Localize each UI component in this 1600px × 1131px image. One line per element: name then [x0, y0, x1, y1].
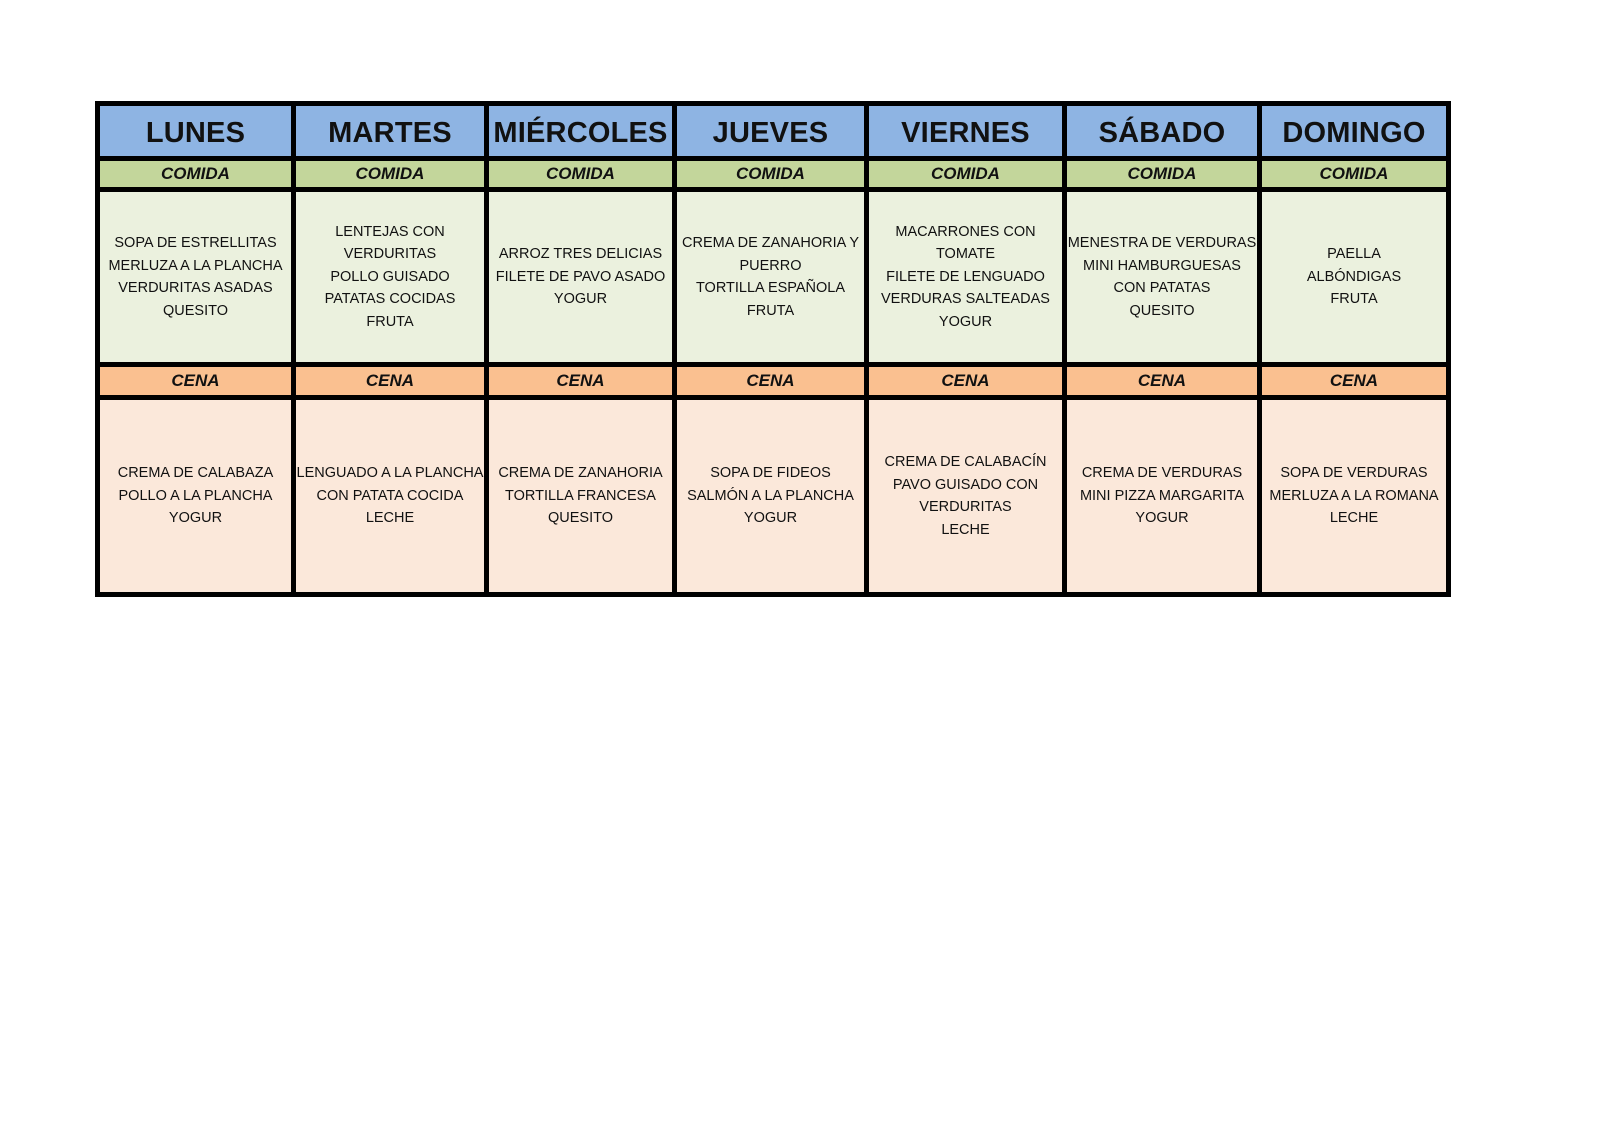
dish: FILETE DE LENGUADO	[886, 268, 1045, 285]
dish: YOGUR	[1135, 510, 1189, 527]
comida-label: COMIDA	[1257, 156, 1451, 192]
dish: CREMA DE CALABAZA	[117, 465, 274, 482]
dish: YOGUR	[168, 510, 223, 527]
comida-cell: MACARRONES CON TOMATE FILETE DE LENGUADO…	[864, 187, 1067, 367]
dish: MERLUZA A LA ROMANA	[1269, 487, 1439, 504]
dish: FRUTA	[746, 302, 795, 319]
day-header: LUNES	[95, 101, 296, 161]
cena-cell: CREMA DE VERDURAS MINI PIZZA MARGARITA Y…	[1062, 395, 1262, 597]
dish: MINI HAMBURGUESAS	[1083, 257, 1241, 274]
day-header-row: LUNES MARTES MIÉRCOLES JUEVES VIERNES SÁ…	[95, 101, 1451, 161]
cena-dishes-row: CREMA DE CALABAZA POLLO A LA PLANCHA YOG…	[95, 395, 1451, 597]
dish: MENESTRA DE VERDURAS	[1067, 235, 1257, 251]
dish: SOPA DE VERDURAS	[1280, 465, 1428, 482]
dish: YOGUR	[553, 291, 608, 308]
dish: QUESITO	[163, 302, 228, 319]
dish: LECHE	[365, 510, 415, 527]
dish: QUESITO	[1129, 302, 1195, 319]
cena-label: CENA	[864, 362, 1067, 400]
day-header: MARTES	[291, 101, 489, 161]
dish: MERLUZA A LA PLANCHA	[108, 257, 283, 274]
comida-label: COMIDA	[484, 156, 677, 192]
dish: CON PATATAS	[1113, 280, 1211, 296]
cena-cell: CREMA DE ZANAHORIA TORTILLA FRANCESA QUE…	[484, 395, 677, 597]
cena-label: CENA	[672, 362, 869, 400]
comida-cell: MENESTRA DE VERDURAS MINI HAMBURGUESAS C…	[1062, 187, 1262, 367]
dish: LENTEJAS CON	[335, 223, 445, 240]
dish: CON PATATA COCIDA	[316, 487, 464, 504]
dish: FRUTA	[366, 313, 414, 330]
dish: MINI PIZZA MARGARITA	[1079, 487, 1245, 504]
comida-cell: LENTEJAS CON VERDURITAS POLLO GUISADO PA…	[291, 187, 489, 367]
dish: ARROZ TRES DELICIAS	[498, 246, 663, 263]
dish: LECHE	[941, 521, 990, 538]
dish: MACARRONES CON	[895, 223, 1036, 240]
comida-label-row: COMIDA COMIDA COMIDA COMIDA COMIDA COMID…	[95, 156, 1451, 192]
cena-cell: LENGUADO A LA PLANCHA CON PATATA COCIDA …	[291, 395, 489, 597]
day-header: MIÉRCOLES	[484, 101, 677, 161]
dish: PUERRO	[739, 257, 802, 274]
day-header: JUEVES	[672, 101, 869, 161]
dish: YOGUR	[743, 510, 798, 527]
dish: POLLO A LA PLANCHA	[118, 487, 273, 504]
day-header: SÁBADO	[1062, 101, 1262, 161]
cena-label-row: CENA CENA CENA CENA CENA CENA CENA	[95, 362, 1451, 400]
day-header: DOMINGO	[1257, 101, 1451, 161]
dish: PATATAS COCIDAS	[324, 291, 456, 308]
dish: ALBÓNDIGAS	[1306, 268, 1402, 285]
comida-cell: CREMA DE ZANAHORIA Y PUERRO TORTILLA ESP…	[672, 187, 869, 367]
dish: TORTILLA FRANCESA	[505, 487, 656, 504]
dish: SALMÓN A LA PLANCHA	[687, 487, 854, 504]
dish: CREMA DE VERDURAS	[1081, 465, 1243, 482]
dish: TOMATE	[935, 246, 996, 263]
cena-cell: CREMA DE CALABACÍN PAVO GUISADO CON VERD…	[864, 395, 1067, 597]
comida-label: COMIDA	[1062, 156, 1262, 192]
dish: POLLO GUISADO	[330, 268, 450, 285]
dish: QUESITO	[548, 510, 613, 527]
comida-label: COMIDA	[291, 156, 489, 192]
day-header: VIERNES	[864, 101, 1067, 161]
dish: TORTILLA ESPAÑOLA	[695, 280, 846, 296]
cena-label: CENA	[95, 362, 296, 400]
comida-label: COMIDA	[864, 156, 1067, 192]
comida-cell: PAELLA ALBÓNDIGAS FRUTA	[1257, 187, 1451, 367]
dish: VERDURAS SALTEADAS	[881, 291, 1050, 308]
cena-label: CENA	[291, 362, 489, 400]
weekly-menu-table: LUNES MARTES MIÉRCOLES JUEVES VIERNES SÁ…	[95, 101, 1451, 597]
dish: PAVO GUISADO CON	[892, 476, 1039, 493]
dish: YOGUR	[938, 313, 993, 330]
cena-label: CENA	[484, 362, 677, 400]
comida-label: COMIDA	[672, 156, 869, 192]
dish: CREMA DE CALABACÍN	[884, 454, 1047, 470]
dish: LECHE	[1329, 510, 1379, 527]
dish: CREMA DE ZANAHORIA	[498, 465, 663, 482]
cena-label: CENA	[1257, 362, 1451, 400]
comida-dishes-row: SOPA DE ESTRELLITAS MERLUZA A LA PLANCHA…	[95, 187, 1451, 367]
dish: CREMA DE ZANAHORIA Y	[682, 235, 859, 251]
comida-cell: ARROZ TRES DELICIAS FILETE DE PAVO ASADO…	[484, 187, 677, 367]
cena-label: CENA	[1062, 362, 1262, 400]
dish: PAELLA	[1327, 246, 1381, 263]
comida-cell: SOPA DE ESTRELLITAS MERLUZA A LA PLANCHA…	[95, 187, 296, 367]
dish: VERDURITAS	[343, 246, 437, 263]
dish: FILETE DE PAVO ASADO	[495, 268, 666, 285]
dish: SOPA DE FIDEOS	[710, 465, 831, 482]
cena-cell: SOPA DE VERDURAS MERLUZA A LA ROMANA LEC…	[1257, 395, 1451, 597]
dish: VERDURITAS	[919, 499, 1012, 515]
dish: SOPA DE ESTRELLITAS	[114, 235, 277, 251]
cena-cell: CREMA DE CALABAZA POLLO A LA PLANCHA YOG…	[95, 395, 296, 597]
dish: VERDURITAS ASADAS	[118, 280, 273, 296]
cena-cell: SOPA DE FIDEOS SALMÓN A LA PLANCHA YOGUR	[672, 395, 869, 597]
dish: FRUTA	[1330, 291, 1378, 308]
comida-label: COMIDA	[95, 156, 296, 192]
dish: LENGUADO A LA PLANCHA	[296, 465, 484, 482]
